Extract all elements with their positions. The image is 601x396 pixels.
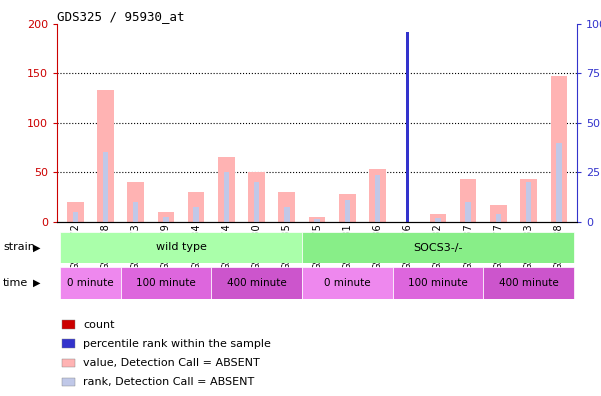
Text: 400 minute: 400 minute	[227, 278, 287, 288]
Bar	[60, 267, 121, 299]
Bar	[490, 205, 507, 222]
Bar	[430, 214, 446, 222]
Text: percentile rank within the sample: percentile rank within the sample	[83, 339, 271, 349]
Bar	[392, 267, 483, 299]
Bar	[406, 32, 409, 222]
Bar	[63, 358, 75, 367]
Bar	[97, 90, 114, 222]
Bar	[63, 378, 75, 386]
Bar	[496, 214, 501, 222]
Text: ▶: ▶	[33, 242, 40, 253]
Bar	[188, 192, 204, 222]
Bar	[460, 179, 477, 222]
Bar	[284, 207, 290, 222]
Bar	[133, 202, 138, 222]
Text: 400 minute: 400 minute	[499, 278, 558, 288]
Bar	[248, 172, 265, 222]
Bar	[67, 202, 84, 222]
Bar	[63, 339, 75, 348]
Bar	[121, 267, 211, 299]
Text: 0 minute: 0 minute	[67, 278, 114, 288]
Bar	[551, 76, 567, 222]
Bar	[435, 218, 441, 222]
Bar	[73, 212, 78, 222]
Text: time: time	[3, 278, 28, 288]
Bar	[127, 182, 144, 222]
Text: 100 minute: 100 minute	[136, 278, 196, 288]
Text: 0 minute: 0 minute	[324, 278, 371, 288]
Bar	[344, 200, 350, 222]
Text: GDS325 / 95930_at: GDS325 / 95930_at	[57, 10, 185, 23]
Bar	[369, 169, 386, 222]
Bar	[302, 232, 574, 263]
Bar	[309, 217, 325, 222]
Bar	[314, 219, 320, 222]
Bar	[194, 207, 199, 222]
Bar	[339, 194, 356, 222]
Bar	[375, 175, 380, 222]
Text: count: count	[83, 320, 115, 329]
Bar	[211, 267, 302, 299]
Bar	[224, 172, 229, 222]
Bar	[278, 192, 295, 222]
Bar	[465, 202, 471, 222]
Bar	[218, 157, 234, 222]
Bar	[520, 179, 537, 222]
Text: value, Detection Call = ABSENT: value, Detection Call = ABSENT	[83, 358, 260, 368]
Text: rank, Detection Call = ABSENT: rank, Detection Call = ABSENT	[83, 377, 254, 387]
Bar	[526, 182, 531, 222]
Bar	[103, 152, 108, 222]
Text: SOCS3-/-: SOCS3-/-	[413, 242, 463, 253]
Text: ▶: ▶	[33, 278, 40, 288]
Bar	[556, 143, 561, 222]
Bar	[63, 320, 75, 329]
Text: 100 minute: 100 minute	[408, 278, 468, 288]
Text: wild type: wild type	[156, 242, 207, 253]
Bar	[302, 267, 392, 299]
Bar	[483, 267, 574, 299]
Bar	[157, 212, 174, 222]
Bar	[254, 182, 259, 222]
Text: strain: strain	[3, 242, 35, 253]
Bar	[60, 232, 302, 263]
Bar	[406, 34, 409, 222]
Bar	[163, 217, 169, 222]
